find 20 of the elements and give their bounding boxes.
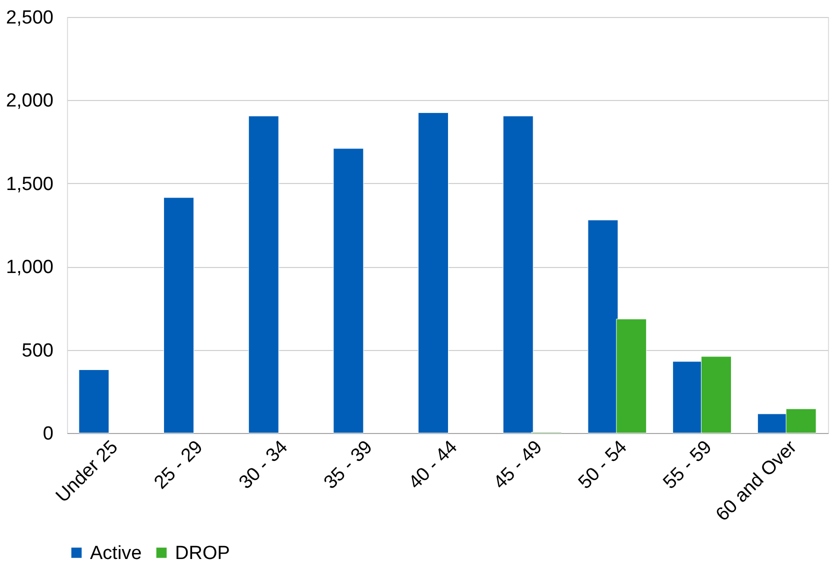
legend-label: Active — [90, 542, 142, 564]
x-tick-label: 35 - 39 — [320, 436, 377, 494]
x-tick-label: 55 - 59 — [659, 436, 716, 494]
x-tick-label: 45 - 49 — [490, 436, 546, 494]
x-tick-label: 30 - 34 — [235, 436, 292, 494]
y-tick-label: 500 — [22, 340, 54, 362]
y-tick-label: 2,000 — [6, 90, 54, 112]
y-tick-label: 0 — [42, 424, 54, 444]
bar — [418, 112, 449, 434]
x-tick-label: 40 - 44 — [404, 436, 462, 494]
x-tick-label: 50 - 54 — [574, 436, 632, 494]
bar — [164, 197, 194, 434]
y-tick-label: 1,500 — [6, 174, 54, 195]
x-tick-label: 25 - 29 — [150, 436, 208, 494]
y-tick-label: 1,000 — [6, 257, 54, 278]
bar — [333, 148, 364, 434]
bar — [78, 370, 110, 434]
bar — [248, 116, 279, 434]
legend-label: DROP — [175, 542, 230, 564]
y-tick-label: 2,500 — [6, 8, 54, 28]
